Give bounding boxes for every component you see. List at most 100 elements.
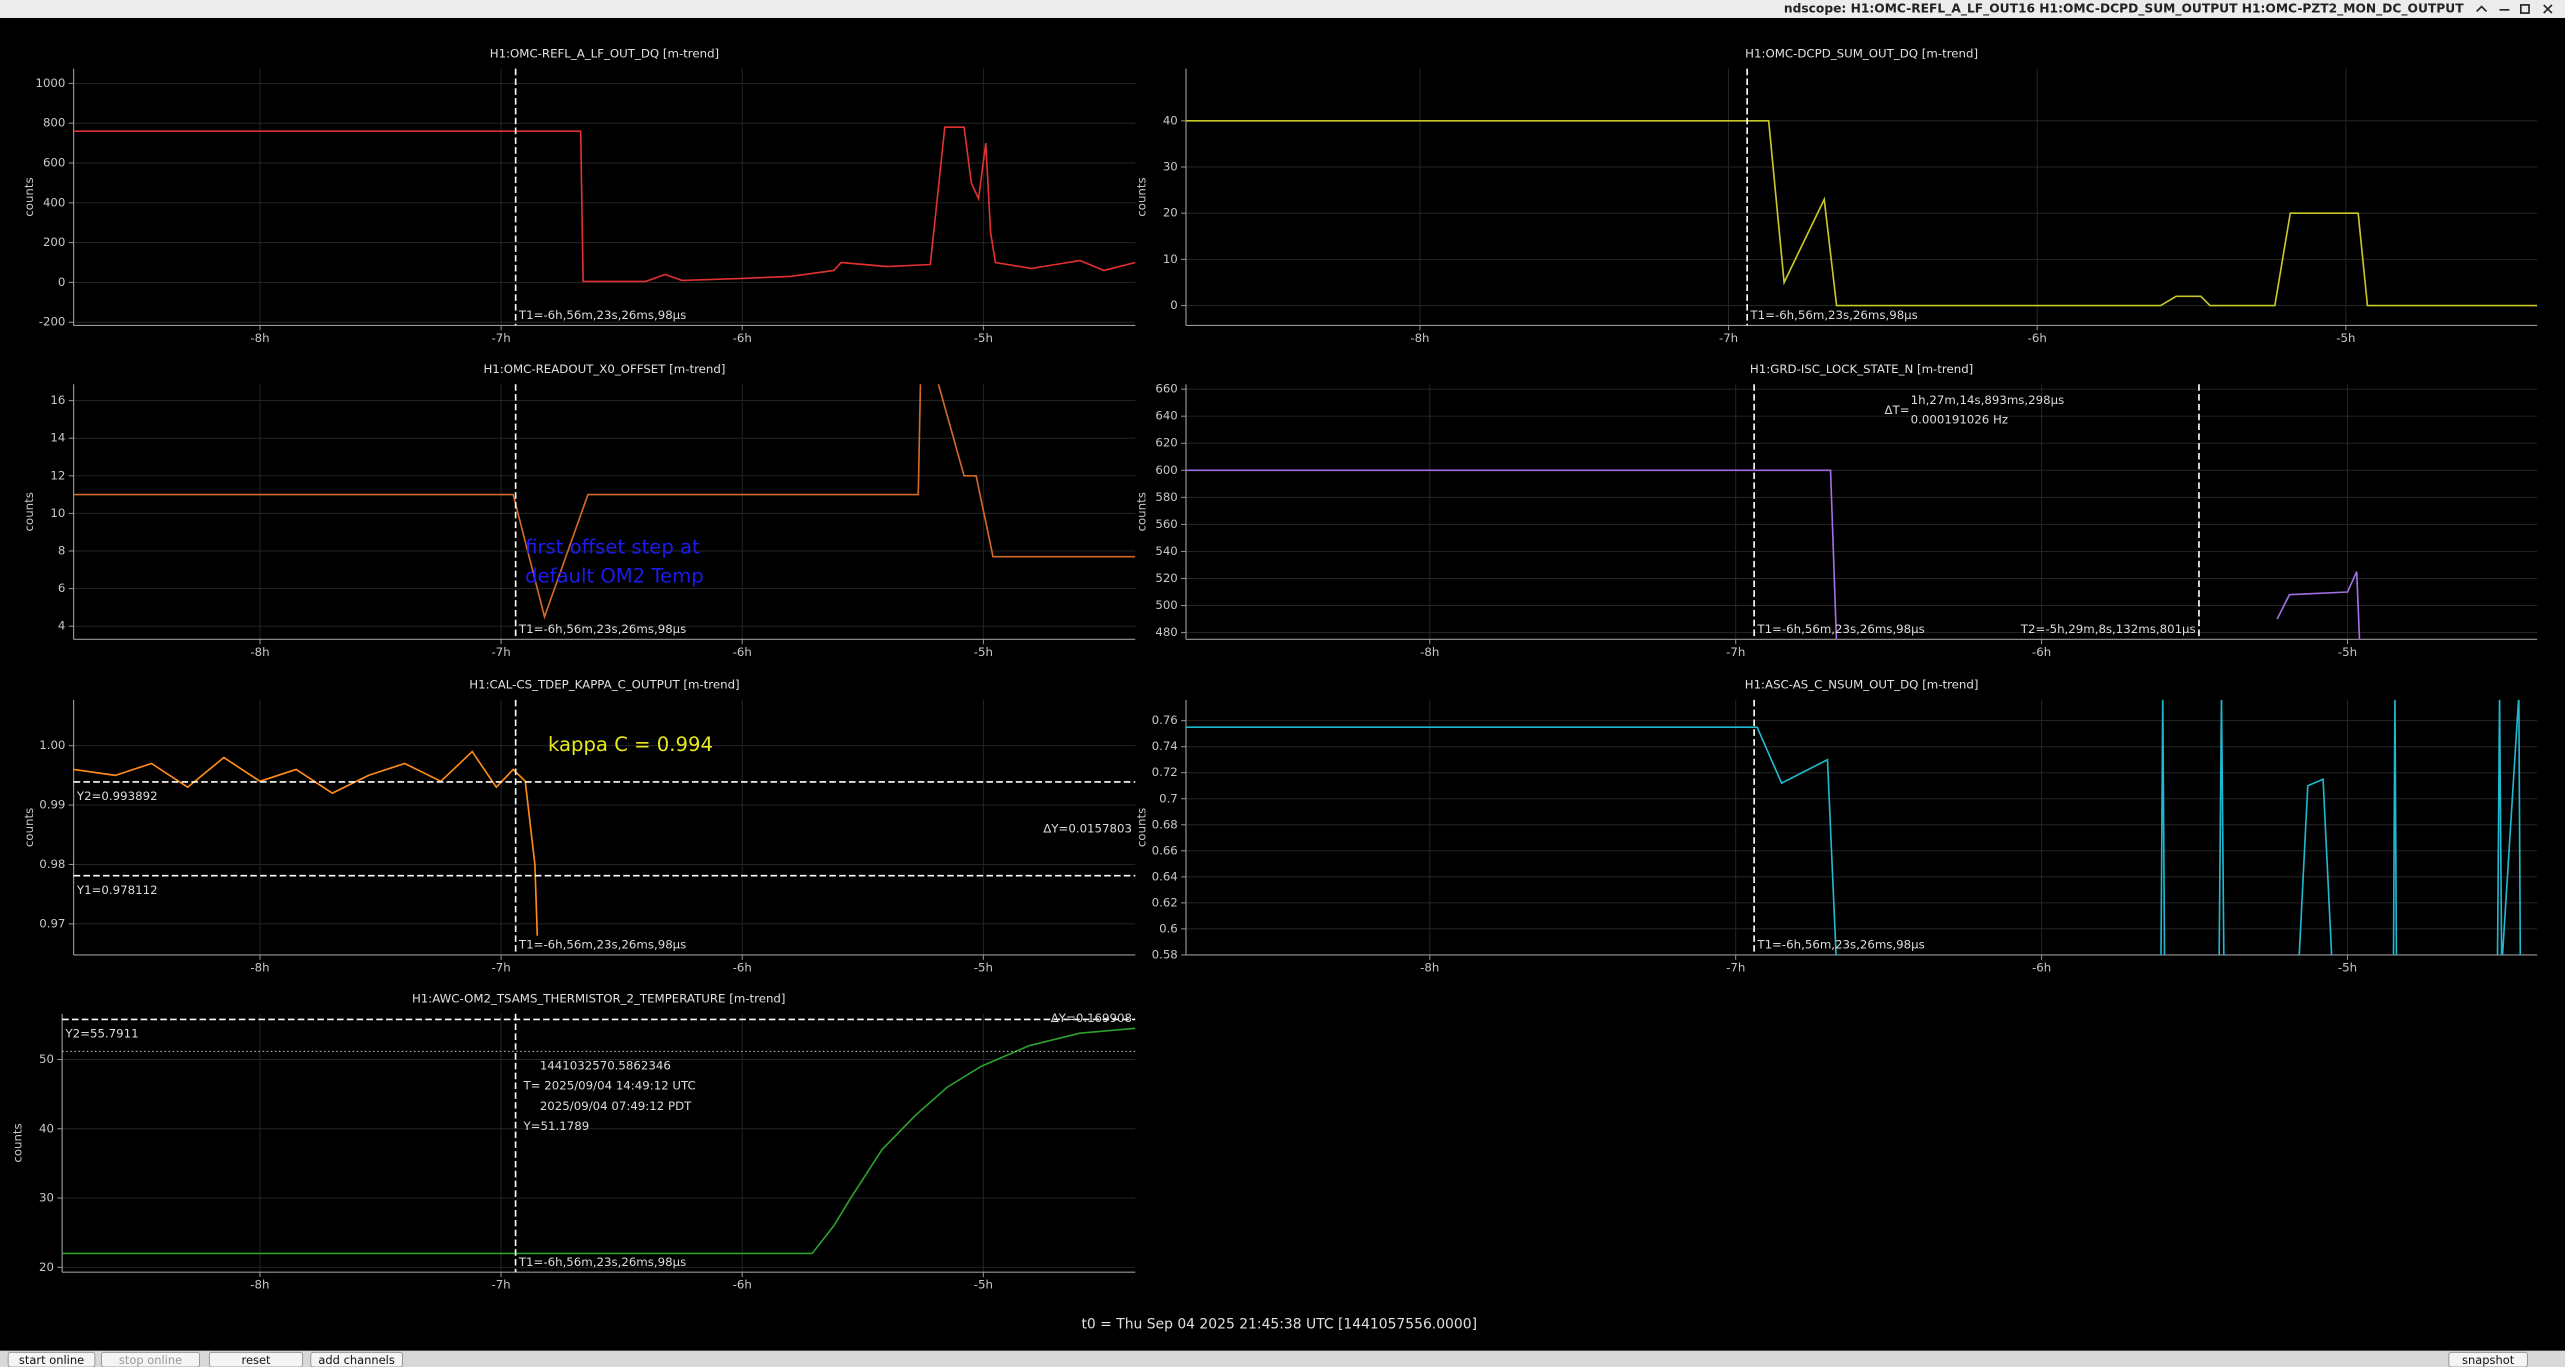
- y-axis-label: counts: [1134, 177, 1148, 216]
- trend-line: [73, 384, 1136, 620]
- x-tick-label: -8h: [250, 645, 269, 659]
- x-tick-label: -7h: [1726, 961, 1745, 975]
- button-label[interactable]: snapshot: [2462, 1353, 2515, 1367]
- y-tick-label: 30: [1163, 160, 1178, 174]
- plot: H1:OMC-REFL_A_LF_OUT_DQ [m-trend] counts -…: [22, 46, 1136, 345]
- x-tick-label: -6h: [733, 331, 752, 345]
- tooltip-line: T= 2025/09/04 14:49:12 UTC: [522, 1079, 695, 1093]
- x-tick-label: -6h: [733, 1278, 752, 1292]
- x-tick-label: -8h: [250, 331, 269, 345]
- delta-label: ΔY=0.169908: [1051, 1011, 1132, 1025]
- x-tick-label: -6h: [2028, 331, 2047, 345]
- trend-line: [73, 750, 539, 936]
- window-title: ndscope: H1:OMC-REFL_A_LF_OUT16 H1:OMC-D…: [1784, 1, 2464, 16]
- y-tick-label: 520: [1155, 571, 1177, 585]
- button[interactable]: [2448, 1351, 2528, 1367]
- restore-icon[interactable]: [2520, 4, 2530, 14]
- plot-title: H1:ASC-AS_C_NSUM_OUT_DQ [m-trend]: [1745, 678, 1979, 692]
- cursor-label: T1=-6h,56m,23s,26ms,98µs: [518, 622, 686, 636]
- y-tick-label: 12: [50, 468, 65, 482]
- y-tick-label: 580: [1155, 490, 1177, 504]
- button-label: stop online: [119, 1353, 182, 1367]
- y-tick-label: 30: [39, 1191, 54, 1205]
- y-tick-label: 0.76: [1152, 713, 1178, 727]
- trend-line: [62, 1027, 1136, 1255]
- cursor-label: T1=-6h,56m,23s,26ms,98µs: [518, 308, 686, 322]
- x-tick-label: -6h: [733, 961, 752, 975]
- y-tick-label: 200: [43, 235, 65, 249]
- y-tick-label: 600: [43, 156, 65, 170]
- y-tick-label: 0: [58, 275, 66, 289]
- tooltip-y: Y=51.1789: [522, 1119, 589, 1133]
- button-label[interactable]: start online: [19, 1353, 84, 1367]
- x-tick-label: -7h: [1719, 331, 1738, 345]
- plot-title: H1:GRD-ISC_LOCK_STATE_N [m-trend]: [1750, 362, 1973, 376]
- x-tick-label: -6h: [2032, 645, 2051, 659]
- y-tick-label: 800: [43, 116, 65, 130]
- button[interactable]: [310, 1351, 403, 1367]
- y-tick-label: 40: [39, 1121, 54, 1135]
- y-axis-label: counts: [1134, 492, 1148, 531]
- x-tick-label: -8h: [1420, 961, 1439, 975]
- button: [101, 1351, 200, 1367]
- cursor-label: T1=-6h,56m,23s,26ms,98µs: [1749, 308, 1917, 322]
- y-axis-label: counts: [22, 177, 36, 216]
- y-tick-label: 0: [1170, 298, 1178, 312]
- cursor-label: T1=-6h,56m,23s,26ms,98µs: [1756, 938, 1924, 952]
- button-label[interactable]: reset: [242, 1353, 271, 1367]
- button-label[interactable]: add channels: [318, 1353, 394, 1367]
- x-tick-label: -5h: [974, 645, 993, 659]
- plot: H1:AWC-OM2_TSAMS_THERMISTOR_2_TEMPERATUR…: [10, 992, 1136, 1292]
- y-tick-label: 4: [58, 619, 66, 633]
- x-tick-label: -5h: [974, 1278, 993, 1292]
- cursor-label: Y1=0.978112: [76, 883, 158, 897]
- y-tick-label: 14: [50, 431, 65, 445]
- y-axis-label: counts: [22, 492, 36, 531]
- x-tick-label: -7h: [492, 331, 511, 345]
- x-tick-label: -5h: [974, 961, 993, 975]
- y-tick-label: 16: [50, 393, 65, 407]
- cursor-label: Y2=0.993892: [76, 789, 158, 803]
- y-tick-label: 500: [1155, 598, 1177, 612]
- y-tick-label: -200: [39, 315, 66, 329]
- y-tick-label: 0.7: [1159, 791, 1178, 805]
- t0-label: t0 = Thu Sep 04 2025 21:45:38 UTC [14410…: [1081, 1316, 1477, 1332]
- x-tick-label: -7h: [492, 645, 511, 659]
- x-tick-label: -8h: [1410, 331, 1429, 345]
- cursor-label: Y2=55.7911: [64, 1027, 138, 1041]
- y-tick-label: 0.74: [1152, 739, 1178, 753]
- x-tick-label: -7h: [492, 961, 511, 975]
- plot-title: H1:OMC-READOUT_X0_OFFSET [m-trend]: [483, 362, 725, 376]
- y-tick-label: 20: [39, 1260, 54, 1274]
- y-tick-label: 10: [50, 506, 65, 520]
- maximize-icon[interactable]: [2476, 5, 2488, 13]
- y-tick-label: 0.58: [1152, 947, 1178, 961]
- close-icon[interactable]: [2543, 4, 2553, 14]
- y-tick-label: 20: [1163, 206, 1178, 220]
- tooltip-line: 2025/09/04 07:49:12 PDT: [540, 1099, 692, 1113]
- plot: H1:ASC-AS_C_NSUM_OUT_DQ [m-trend] counts -…: [1134, 678, 2538, 975]
- x-tick-label: -5h: [974, 331, 993, 345]
- annotation: kappa C = 0.994: [548, 733, 713, 756]
- y-tick-label: 540: [1155, 544, 1177, 558]
- plot-title: H1:CAL-CS_TDEP_KAPPA_C_OUTPUT [m-trend]: [469, 678, 739, 692]
- cursor-label: T1=-6h,56m,23s,26ms,98µs: [518, 938, 686, 952]
- x-tick-label: -8h: [250, 961, 269, 975]
- cursor-label: T1=-6h,56m,23s,26ms,98µs: [518, 1255, 686, 1269]
- plot-title: H1:OMC-DCPD_SUM_OUT_DQ [m-trend]: [1745, 46, 1978, 60]
- trend-line: [1185, 699, 2522, 955]
- y-tick-label: 480: [1155, 625, 1177, 639]
- x-tick-label: -7h: [1726, 645, 1745, 659]
- plot: H1:OMC-READOUT_X0_OFFSET [m-trend] counts…: [22, 362, 1136, 659]
- plot: H1:CAL-CS_TDEP_KAPPA_C_OUTPUT [m-trend] c…: [22, 678, 1136, 975]
- y-tick-label: 50: [39, 1052, 54, 1066]
- y-tick-label: 0.97: [39, 916, 65, 930]
- y-tick-label: 620: [1155, 436, 1177, 450]
- x-tick-label: -8h: [250, 1278, 269, 1292]
- delta-label: ΔY=0.0157803: [1043, 821, 1132, 835]
- button[interactable]: [208, 1351, 304, 1367]
- button[interactable]: [7, 1351, 96, 1367]
- cursor-label: T2=-5h,29m,8s,132ms,801µs: [2020, 622, 2196, 636]
